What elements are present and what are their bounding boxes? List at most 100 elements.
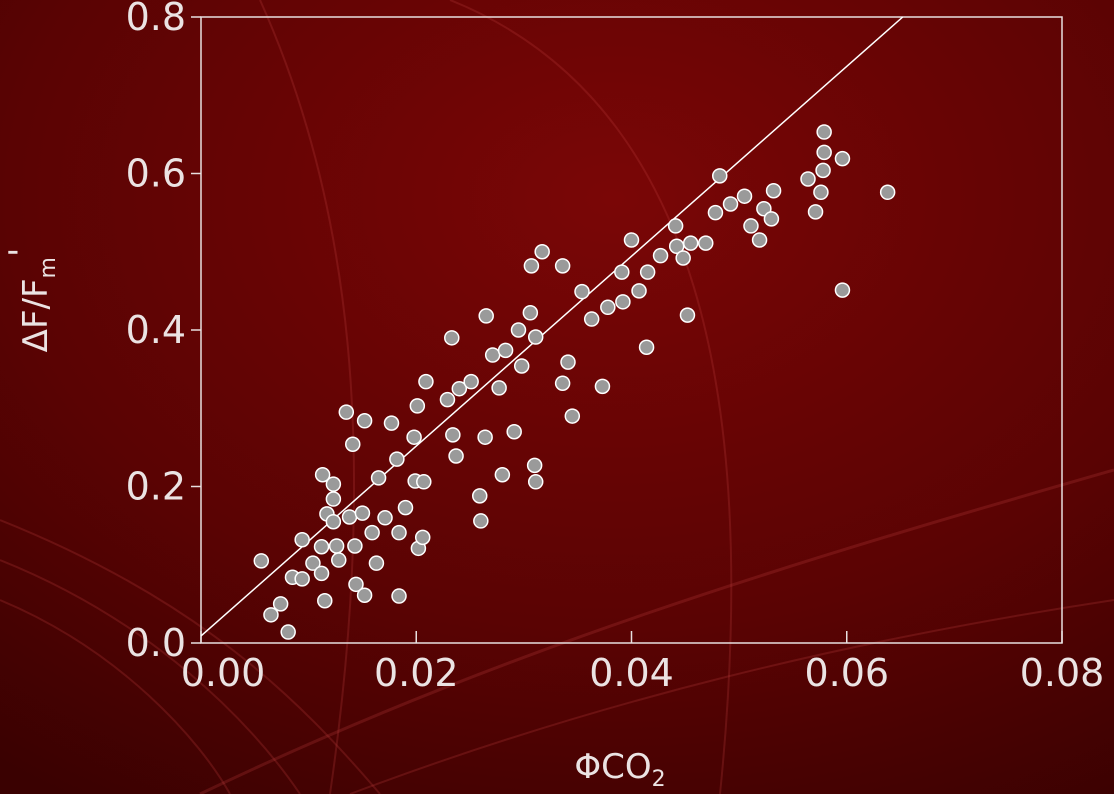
y-tick-label: 0.8 bbox=[126, 0, 186, 39]
plot bbox=[191, 16, 1063, 644]
data-point bbox=[667, 218, 684, 234]
y-tick-label: 0.4 bbox=[126, 308, 186, 352]
x-axis-title-text: ΦCO bbox=[574, 747, 651, 787]
data-point bbox=[523, 258, 540, 274]
data-point bbox=[317, 592, 333, 609]
data-point bbox=[583, 311, 600, 327]
data-point bbox=[879, 184, 896, 201]
data-point bbox=[497, 342, 514, 359]
data-point bbox=[448, 448, 464, 464]
data-point bbox=[263, 607, 279, 623]
data-point bbox=[574, 283, 590, 300]
data-point bbox=[397, 499, 414, 516]
data-point bbox=[722, 196, 739, 212]
data-point bbox=[313, 539, 330, 555]
data-point bbox=[305, 555, 321, 571]
data-point bbox=[272, 596, 289, 612]
data-point bbox=[807, 204, 824, 220]
y-tick-label: 0.2 bbox=[126, 465, 186, 509]
data-point bbox=[765, 182, 782, 199]
data-point bbox=[370, 470, 387, 486]
x-tick-label: 0.08 bbox=[1020, 651, 1105, 695]
data-point bbox=[554, 375, 571, 391]
y-axis-title-sub: m bbox=[36, 257, 61, 278]
data-point bbox=[325, 491, 342, 507]
data-point bbox=[614, 264, 630, 280]
data-point bbox=[473, 513, 489, 529]
data-point bbox=[763, 211, 780, 227]
data-point bbox=[506, 423, 522, 440]
data-point bbox=[560, 354, 576, 370]
data-point bbox=[682, 235, 699, 251]
data-point bbox=[615, 294, 631, 310]
data-point bbox=[707, 204, 724, 221]
data-point bbox=[751, 232, 768, 248]
data-point bbox=[675, 250, 691, 266]
data-point bbox=[314, 467, 331, 483]
data-point bbox=[736, 188, 753, 204]
data-point bbox=[391, 524, 407, 541]
data-point bbox=[418, 373, 434, 390]
data-point bbox=[815, 162, 831, 179]
data-point bbox=[623, 232, 640, 248]
data-point bbox=[356, 413, 373, 429]
data-point bbox=[652, 247, 669, 264]
x-tick-label: 0.04 bbox=[589, 651, 674, 695]
data-point bbox=[294, 531, 310, 548]
data-point bbox=[522, 305, 539, 321]
data-point bbox=[631, 283, 647, 299]
data-point bbox=[414, 529, 431, 546]
data-point bbox=[338, 404, 355, 420]
data-point bbox=[756, 200, 772, 217]
x-tick-label: 0.02 bbox=[374, 651, 459, 695]
data-point bbox=[341, 509, 358, 525]
y-tick-label: 0.0 bbox=[126, 621, 186, 665]
y-axis-title: ΔF/Fm' bbox=[2, 248, 61, 353]
data-point bbox=[280, 624, 296, 640]
x-axis-title-sub: 2 bbox=[652, 767, 666, 792]
data-point bbox=[527, 329, 544, 345]
data-point bbox=[527, 474, 544, 490]
data-point bbox=[491, 380, 507, 396]
data-point bbox=[816, 144, 832, 161]
data-point bbox=[554, 258, 571, 274]
data-point bbox=[347, 538, 363, 554]
data-point bbox=[478, 308, 494, 324]
data-point bbox=[526, 457, 543, 474]
data-point bbox=[313, 565, 330, 582]
data-point bbox=[698, 235, 714, 251]
data-point bbox=[834, 282, 851, 298]
data-point bbox=[345, 436, 361, 452]
data-point bbox=[816, 124, 832, 140]
x-tick-label: 0.06 bbox=[804, 651, 889, 695]
fit-line bbox=[200, 16, 904, 637]
data-point bbox=[389, 451, 405, 467]
data-point bbox=[477, 429, 493, 445]
data-point bbox=[594, 378, 611, 395]
data-point bbox=[743, 218, 759, 234]
data-point bbox=[348, 576, 364, 593]
x-tick-label: 0.00 bbox=[181, 651, 266, 695]
x-axis-title: ΦCO2 bbox=[574, 747, 665, 792]
data-point bbox=[494, 467, 511, 483]
data-point bbox=[679, 307, 696, 323]
data-point bbox=[364, 524, 380, 541]
data-point bbox=[444, 330, 460, 346]
data-point bbox=[564, 408, 581, 424]
data-point bbox=[253, 553, 270, 569]
data-point bbox=[463, 373, 479, 390]
data-point bbox=[294, 571, 310, 587]
data-point bbox=[834, 150, 851, 167]
data-point bbox=[445, 427, 461, 443]
data-point bbox=[356, 587, 373, 604]
y-tick-label: 0.6 bbox=[126, 152, 186, 196]
data-point bbox=[383, 415, 400, 431]
data-point bbox=[331, 552, 347, 568]
data-point bbox=[391, 588, 407, 604]
data-point bbox=[416, 474, 432, 490]
y-axis-title-text: ΔF/F bbox=[16, 278, 56, 352]
